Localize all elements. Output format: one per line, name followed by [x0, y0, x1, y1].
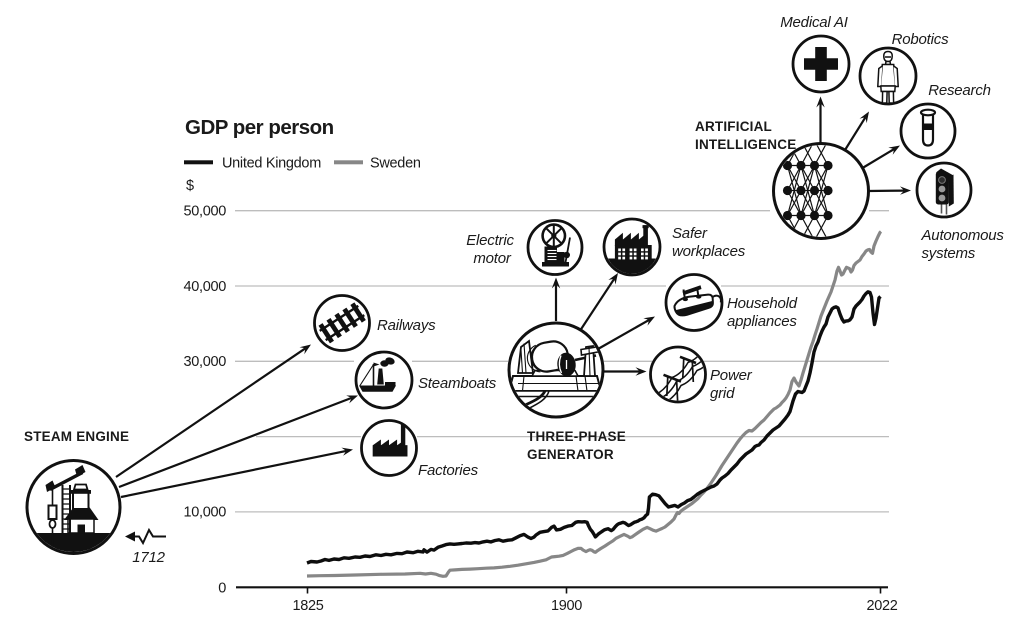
svg-text:Research: Research: [928, 82, 991, 99]
svg-text:motor: motor: [473, 250, 512, 267]
svg-text:30,000: 30,000: [183, 354, 226, 370]
svg-text:1712: 1712: [132, 549, 165, 566]
svg-text:1900: 1900: [551, 598, 582, 614]
svg-text:Electric: Electric: [466, 232, 514, 249]
svg-text:GDP per person: GDP per person: [185, 116, 334, 139]
svg-text:Railways: Railways: [377, 317, 436, 334]
svg-text:STEAM ENGINE: STEAM ENGINE: [24, 429, 129, 444]
svg-text:systems: systems: [922, 245, 976, 262]
svg-text:Household: Household: [727, 295, 798, 312]
svg-text:Autonomous: Autonomous: [921, 227, 1005, 244]
svg-text:Safer: Safer: [672, 225, 708, 242]
svg-text:appliances: appliances: [727, 313, 797, 330]
svg-text:2022: 2022: [866, 598, 897, 614]
svg-text:United Kingdom: United Kingdom: [222, 156, 321, 172]
svg-text:GENERATOR: GENERATOR: [527, 447, 614, 462]
svg-text:1825: 1825: [292, 598, 323, 614]
svg-text:workplaces: workplaces: [672, 243, 746, 260]
svg-text:Robotics: Robotics: [892, 31, 949, 48]
svg-text:$: $: [186, 178, 194, 194]
svg-text:grid: grid: [710, 385, 735, 402]
svg-text:Sweden: Sweden: [370, 156, 421, 172]
svg-text:10,000: 10,000: [183, 505, 226, 521]
svg-text:ARTIFICIAL: ARTIFICIAL: [695, 119, 772, 134]
svg-text:Power: Power: [710, 367, 753, 384]
svg-text:40,000: 40,000: [183, 279, 226, 295]
svg-text:Factories: Factories: [418, 462, 479, 479]
svg-text:THREE-PHASE: THREE-PHASE: [527, 429, 626, 444]
svg-text:50,000: 50,000: [183, 204, 226, 220]
svg-text:Medical AI: Medical AI: [780, 14, 848, 31]
svg-text:Steamboats: Steamboats: [418, 375, 497, 392]
svg-text:INTELLIGENCE: INTELLIGENCE: [695, 137, 796, 152]
svg-text:0: 0: [218, 580, 226, 596]
